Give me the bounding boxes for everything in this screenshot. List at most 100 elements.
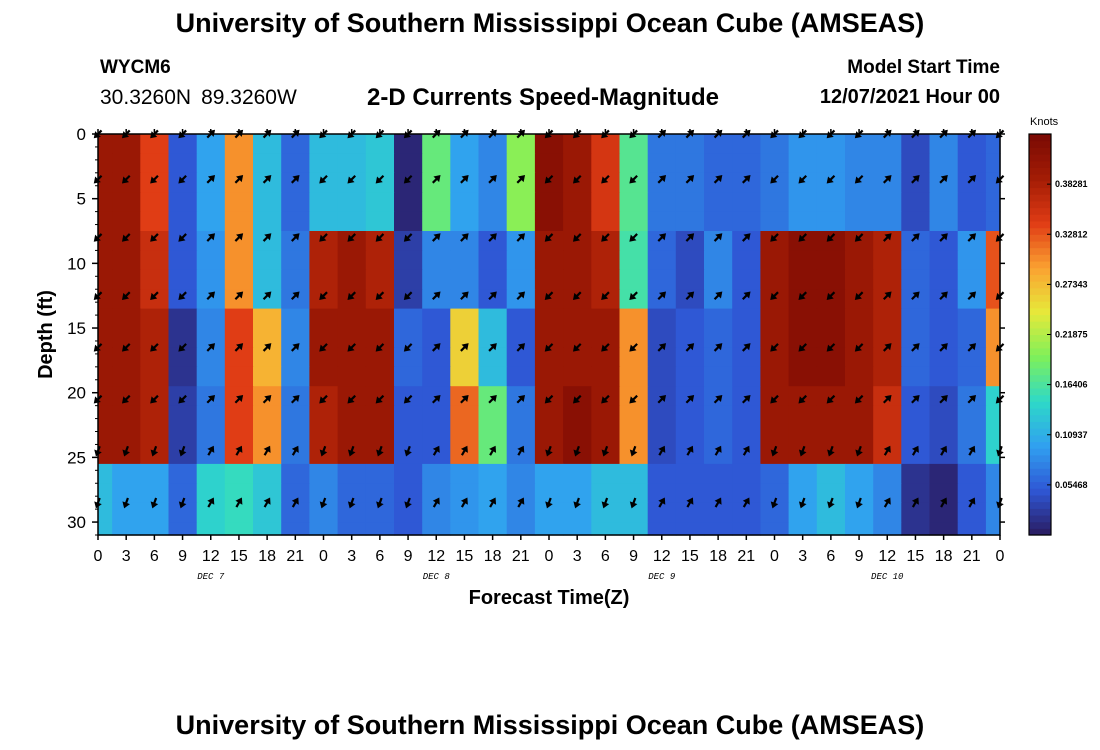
colorbar-tick-label: 0.05468 [1055, 480, 1088, 490]
heatmap-cell [647, 463, 677, 484]
heatmap-cell [788, 425, 818, 445]
heatmap-cell [506, 289, 536, 310]
current-arrow [347, 343, 357, 352]
heatmap-cell [394, 250, 423, 271]
heatmap-cell [985, 250, 1001, 271]
heatmap-cell [365, 134, 395, 154]
heatmap-cell [112, 366, 141, 387]
current-arrow [319, 394, 328, 404]
heatmap-cell [98, 405, 113, 426]
heatmap-cell [816, 308, 846, 329]
heatmap-cell [365, 405, 395, 426]
heatmap-cell [534, 405, 564, 426]
heatmap-cell [98, 153, 113, 174]
heatmap-cell [450, 444, 480, 465]
heatmap-cell [675, 269, 705, 290]
heatmap-cell [647, 269, 677, 290]
heatmap-cell [901, 231, 931, 251]
current-arrow [403, 291, 413, 300]
heatmap-cell [929, 269, 959, 290]
current-arrow [150, 497, 159, 509]
current-arrow [178, 497, 187, 509]
current-arrow [714, 445, 722, 456]
current-arrow [376, 497, 384, 509]
current-arrow [432, 497, 440, 508]
current-arrow [713, 394, 723, 404]
current-arrow [713, 175, 723, 184]
heatmap-cell [957, 289, 987, 310]
x-tick-label: 12 [653, 548, 671, 565]
y-tick-label: 20 [67, 384, 86, 403]
heatmap-cell [760, 425, 790, 445]
heatmap-cell [394, 172, 423, 193]
heatmap-cell [506, 328, 536, 348]
heatmap-cell [985, 308, 1001, 329]
current-arrow [347, 291, 357, 300]
heatmap-cell [422, 463, 451, 484]
heatmap-cell [450, 328, 480, 348]
current-arrow [178, 343, 187, 352]
current-arrow [741, 343, 751, 352]
current-arrow [854, 394, 864, 404]
heatmap-cell [619, 425, 649, 445]
x-tick-label: 9 [855, 548, 864, 565]
heatmap-cell [309, 522, 339, 536]
heatmap-cell [957, 269, 987, 290]
heatmap-cell [873, 308, 902, 329]
current-arrow [883, 445, 891, 456]
current-arrow [685, 233, 695, 242]
colorbar-swatch [1029, 240, 1051, 249]
heatmap-cell [253, 463, 282, 484]
current-arrow [262, 343, 272, 352]
current-arrow [291, 445, 299, 456]
heatmap-cell [534, 211, 564, 232]
heatmap-cell [647, 211, 677, 232]
heatmap-cell [98, 463, 113, 484]
heatmap-cell [534, 328, 564, 348]
heatmap-cell [591, 153, 621, 174]
heatmap-cell [365, 211, 395, 232]
heatmap-cell [929, 192, 959, 213]
heatmap-cell [394, 347, 423, 368]
current-arrow [855, 497, 863, 509]
current-arrow [911, 291, 920, 301]
heatmap-cell [112, 308, 141, 329]
colorbar-swatch [1029, 334, 1051, 342]
heatmap-cell [929, 405, 959, 426]
heatmap-cell [168, 502, 198, 523]
heatmap-cell [140, 386, 170, 407]
heatmap-cell [619, 269, 649, 290]
heatmap-cell [112, 172, 141, 193]
x-tick-label: 0 [996, 548, 1005, 565]
heatmap-cell [788, 153, 818, 174]
heatmap-cell [506, 192, 536, 213]
heatmap-cell [901, 483, 931, 504]
current-arrow [150, 174, 159, 184]
heatmap-cell [394, 211, 423, 232]
heatmap-cell [478, 328, 508, 348]
current-arrow [827, 445, 835, 457]
heatmap-cell [337, 522, 367, 536]
heatmap-cell [788, 522, 818, 536]
heatmap-cell [365, 522, 395, 536]
latitude: 30.3260N [100, 86, 192, 109]
heatmap-cell [760, 386, 790, 407]
current-arrow [601, 394, 610, 404]
heatmap-cell [422, 522, 451, 536]
heatmap-cell [675, 502, 705, 523]
y-tick-label: 30 [67, 513, 86, 532]
heatmap-cell [422, 153, 451, 174]
heatmap-cell [140, 366, 170, 387]
heatmap-cell [704, 444, 733, 465]
heatmap-cell [675, 153, 705, 174]
heatmap-cell [563, 269, 592, 290]
heatmap-cell [168, 153, 198, 174]
heatmap-cell [845, 405, 874, 426]
colorbar-swatch [1029, 381, 1051, 389]
heatmap-cell [281, 444, 310, 465]
current-arrow [967, 233, 977, 242]
current-arrow [460, 394, 469, 404]
heatmap-cell [619, 134, 649, 154]
current-arrow [798, 233, 808, 242]
heatmap-cell [224, 328, 254, 348]
